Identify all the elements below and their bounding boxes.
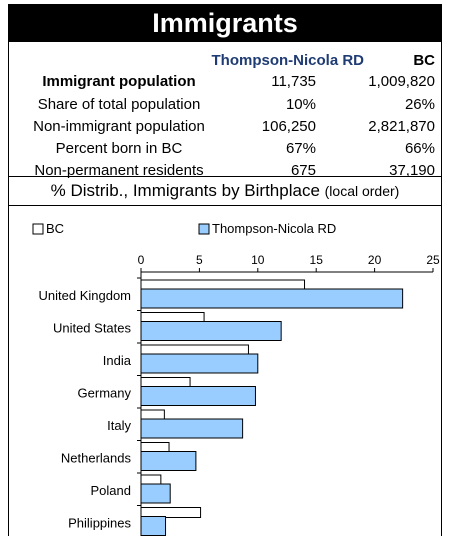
stats-header-row: Thompson-Nicola RD BC bbox=[9, 50, 441, 72]
row-local-value: 67% bbox=[285, 140, 316, 157]
row-bc-value: 66% bbox=[404, 140, 435, 157]
legend-label: Thompson-Nicola RD bbox=[212, 221, 336, 236]
category-label: Germany bbox=[78, 386, 132, 401]
stats-row: Non-permanent residents 675 37,190 bbox=[9, 160, 441, 182]
row-label: Non-permanent residents bbox=[34, 162, 204, 179]
stats-row: Percent born in BC 67% 66% bbox=[9, 138, 441, 160]
birthplace-chart: BC Thompson-Nicola RD 0 5 10 15 20 25 United Kin… bbox=[9, 206, 441, 536]
x-tick-label: 5 bbox=[196, 253, 203, 267]
stats-table: Thompson-Nicola RD BC Immigrant populati… bbox=[9, 42, 441, 179]
x-tick-label: 20 bbox=[368, 253, 382, 267]
panel-title: Immigrants bbox=[9, 4, 441, 42]
chart-section-title: % Distrib., Immigrants by Birthplace (lo… bbox=[9, 176, 441, 206]
x-tick-label: 15 bbox=[310, 253, 324, 267]
category-label: Italy bbox=[107, 418, 131, 433]
category-label: United States bbox=[53, 321, 132, 336]
row-bc-value: 2,821,870 bbox=[368, 118, 435, 135]
row-bc-value: 37,190 bbox=[389, 162, 435, 179]
row-bc-value: 26% bbox=[404, 96, 435, 113]
row-label: Percent born in BC bbox=[55, 140, 183, 157]
section-title-note: (local order) bbox=[324, 183, 400, 199]
row-bc-value: 1,009,820 bbox=[368, 73, 435, 90]
immigrants-panel: Immigrants Thompson-Nicola RD BC Immigra… bbox=[8, 4, 442, 536]
x-tick-label: 25 bbox=[426, 253, 440, 267]
bar-local bbox=[140, 418, 244, 439]
stats-row: Share of total population 10% 26% bbox=[9, 94, 441, 116]
bar-local bbox=[140, 321, 282, 341]
category-label: Netherlands bbox=[61, 451, 132, 466]
bar-local bbox=[140, 353, 259, 374]
col-header-bc: BC bbox=[413, 52, 435, 69]
category-label: United Kingdom bbox=[39, 288, 132, 303]
bar-local bbox=[140, 386, 256, 406]
bar-local bbox=[140, 451, 197, 471]
row-local-value: 11,735 bbox=[271, 73, 316, 90]
row-local-value: 106,250 bbox=[261, 118, 316, 135]
bar-local bbox=[140, 516, 167, 536]
stats-row: Non-immigrant population 106,250 2,821,8… bbox=[9, 116, 441, 138]
legend-swatch bbox=[198, 223, 210, 235]
row-label: Non-immigrant population bbox=[33, 118, 205, 135]
row-local-value: 675 bbox=[290, 162, 316, 179]
legend-label: BC bbox=[46, 221, 64, 236]
row-label: Immigrant population bbox=[42, 73, 196, 90]
stats-row: Immigrant population 11,735 1,009,820 bbox=[9, 71, 441, 93]
legend-swatch bbox=[32, 223, 44, 235]
bar-local bbox=[140, 288, 404, 309]
section-title-text: % Distrib., Immigrants by Birthplace bbox=[50, 181, 320, 200]
category-label: Philippines bbox=[68, 516, 131, 531]
category-label: Poland bbox=[91, 483, 131, 498]
col-header-local: Thompson-Nicola RD bbox=[211, 52, 365, 69]
birthplace-chart-svg: BC Thompson-Nicola RD 0 5 10 15 20 25 United Kin… bbox=[32, 221, 440, 536]
x-tick-label: 10 bbox=[251, 253, 265, 267]
row-label: Share of total population bbox=[37, 96, 201, 113]
bar-local bbox=[140, 483, 171, 504]
x-tick-label: 0 bbox=[138, 253, 145, 267]
row-local-value: 10% bbox=[285, 96, 316, 113]
category-label: India bbox=[103, 353, 132, 368]
bar-bc bbox=[140, 507, 202, 518]
